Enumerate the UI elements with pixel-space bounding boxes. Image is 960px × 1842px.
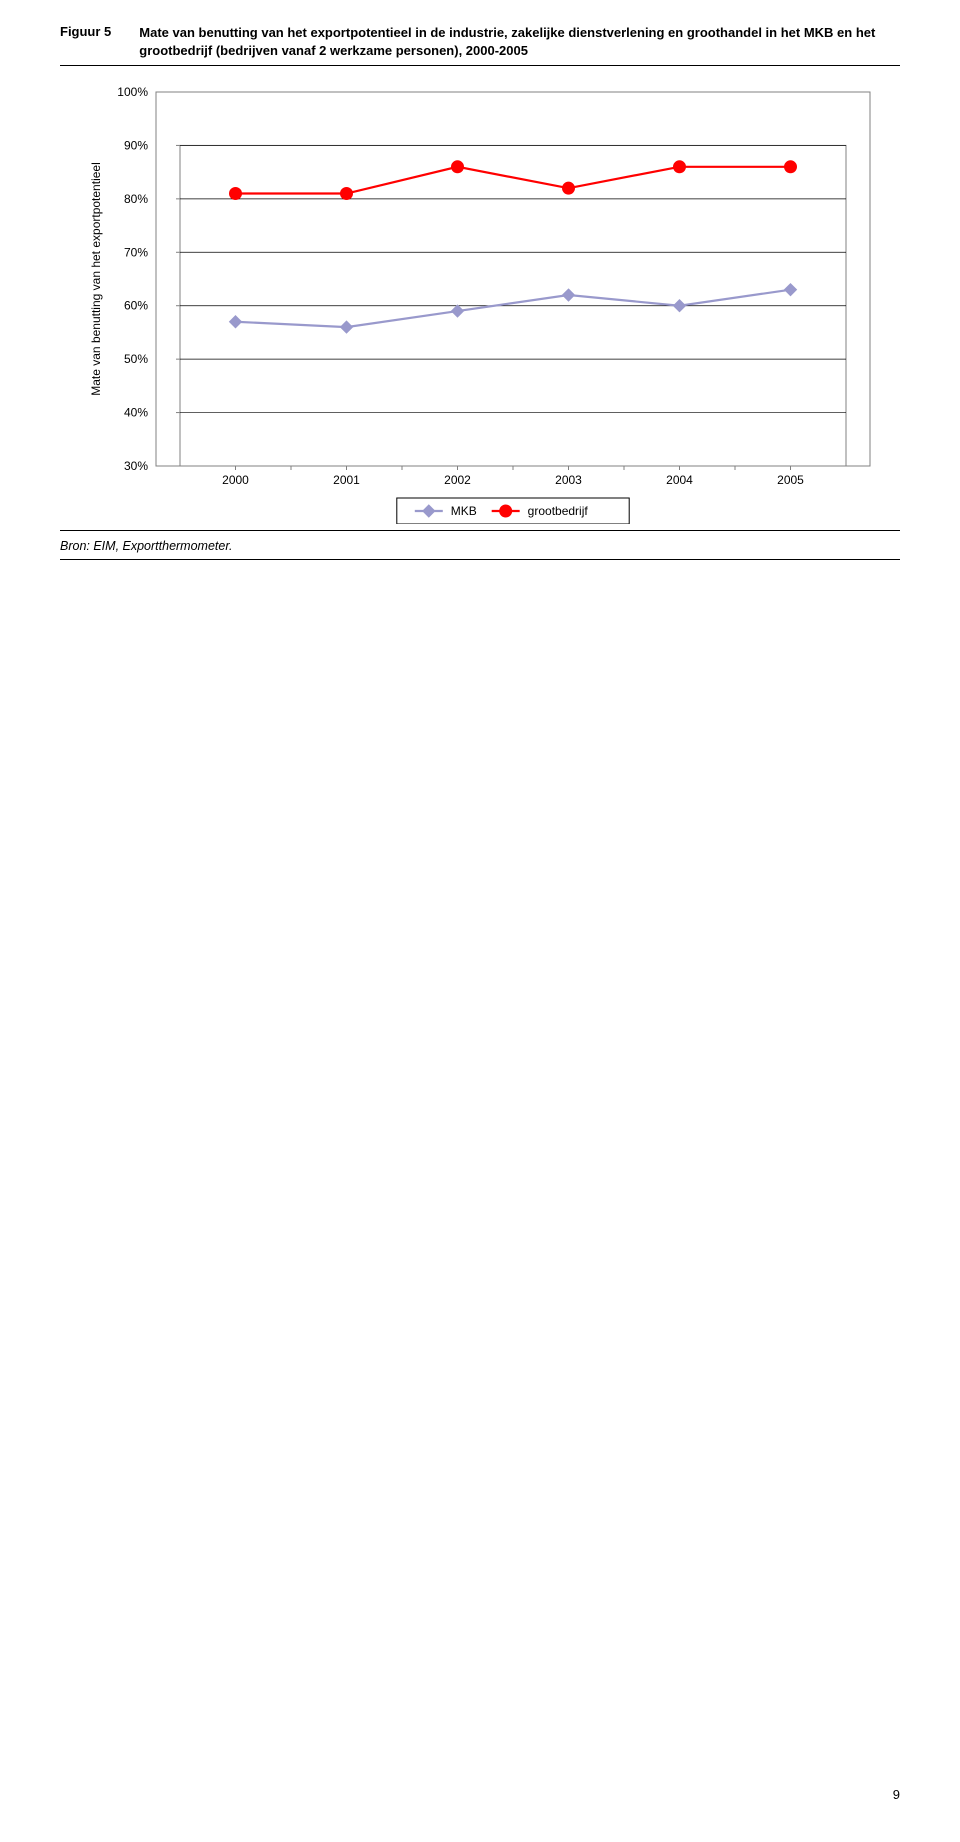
svg-text:grootbedrijf: grootbedrijf <box>528 504 589 518</box>
svg-text:2002: 2002 <box>444 473 471 487</box>
svg-text:40%: 40% <box>124 406 148 420</box>
svg-text:50%: 50% <box>124 352 148 366</box>
svg-text:70%: 70% <box>124 245 148 259</box>
svg-text:60%: 60% <box>124 299 148 313</box>
svg-text:30%: 30% <box>124 459 148 473</box>
chart-wrap: 30% 40% 50% 60% 70% 80% 90% 100% 2000 2001 2002 200… <box>60 66 900 531</box>
line-chart: 30% 40% 50% 60% 70% 80% 90% 100% 2000 2001 2002 200… <box>80 84 880 524</box>
svg-text:90%: 90% <box>124 139 148 153</box>
svg-text:80%: 80% <box>124 192 148 206</box>
svg-text:2001: 2001 <box>333 473 360 487</box>
page-number: 9 <box>893 1787 900 1802</box>
svg-text:2005: 2005 <box>777 473 804 487</box>
svg-text:Mate van benutting van het exp: Mate van benutting van het exportpotenti… <box>89 162 103 396</box>
svg-text:MKB: MKB <box>451 504 477 518</box>
figure-block: Figuur 5 Mate van benutting van het expo… <box>60 24 900 560</box>
figure-title-row: Figuur 5 Mate van benutting van het expo… <box>60 24 900 66</box>
figure-label: Figuur 5 <box>60 24 139 39</box>
figure-caption: Mate van benutting van het exportpotenti… <box>139 24 900 59</box>
page: Figuur 5 Mate van benutting van het expo… <box>0 0 960 1842</box>
svg-text:100%: 100% <box>117 85 148 99</box>
chart-source: Bron: EIM, Exportthermometer. <box>60 531 900 560</box>
svg-text:2004: 2004 <box>666 473 693 487</box>
svg-text:2003: 2003 <box>555 473 582 487</box>
svg-text:2000: 2000 <box>222 473 249 487</box>
